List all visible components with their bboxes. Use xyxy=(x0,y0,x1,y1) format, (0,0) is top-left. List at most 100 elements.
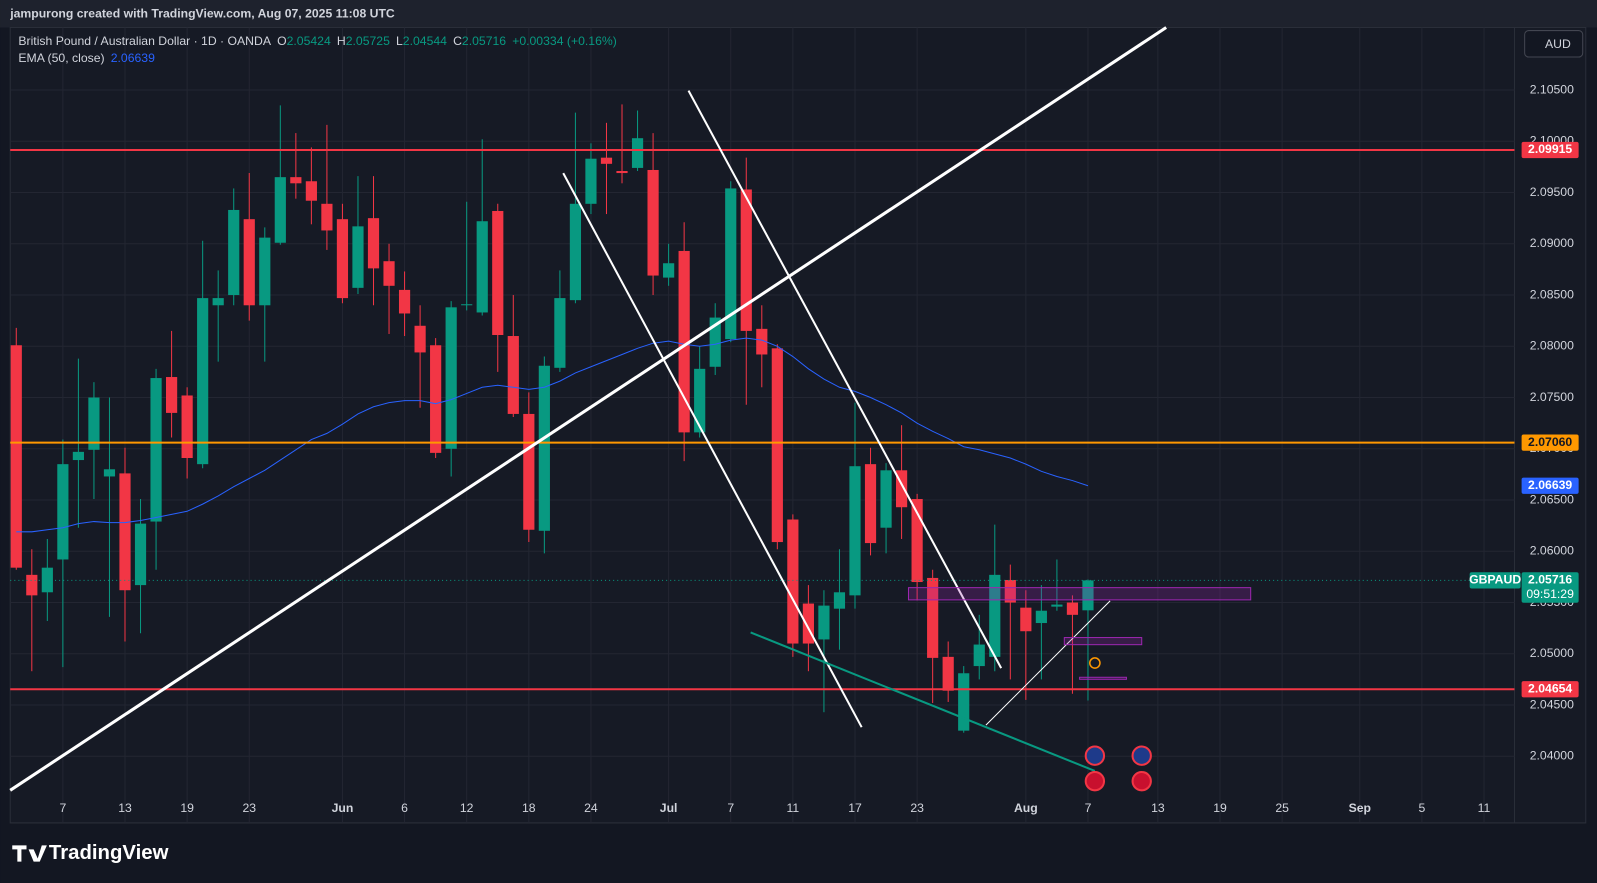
candle-body xyxy=(818,605,830,640)
candle-body xyxy=(678,250,690,433)
y-tick-label: 2.06000 xyxy=(1530,544,1574,558)
ohlc-value: 2.05725 xyxy=(346,34,390,48)
candle-body xyxy=(663,263,675,278)
x-tick-label: 19 xyxy=(1213,801,1227,815)
candle-body xyxy=(243,219,255,306)
chart-pane xyxy=(9,26,1587,824)
y-tick-label: 2.09500 xyxy=(1530,185,1574,199)
candle-body xyxy=(274,177,286,243)
last-price-tag xyxy=(1521,572,1579,603)
candle-body xyxy=(414,325,426,353)
ohlc-value: 2.05716 xyxy=(462,34,506,48)
zone xyxy=(1079,676,1127,680)
y-tick-label: 2.06500 xyxy=(1530,492,1574,506)
x-tick-label: 12 xyxy=(460,801,474,815)
candle-body xyxy=(849,466,861,596)
candle-body xyxy=(445,307,457,449)
candle-body xyxy=(973,644,985,667)
last-price-label: 2.05716 xyxy=(1528,573,1572,587)
candle-body xyxy=(461,304,473,306)
candle-body xyxy=(911,499,923,583)
watermark: TradingView xyxy=(49,842,169,864)
candle-body xyxy=(1082,580,1094,611)
x-tick-label: Jun xyxy=(332,801,354,815)
candle-body xyxy=(523,413,535,530)
drawings xyxy=(9,26,1252,792)
candle-body xyxy=(538,365,550,531)
candle-body xyxy=(57,464,69,560)
trend-line xyxy=(9,26,1168,792)
candle-body xyxy=(305,181,317,201)
symbol-tag xyxy=(1469,572,1521,589)
candle-body xyxy=(616,171,628,174)
candle-body xyxy=(771,348,783,543)
y-tick-label: 2.08500 xyxy=(1530,287,1574,301)
symbol-tag-label: GBPAUD xyxy=(1469,573,1521,587)
candle-body xyxy=(787,519,799,644)
candle-body xyxy=(228,209,240,296)
candle-body xyxy=(212,298,224,306)
event-marker[interactable] xyxy=(1089,657,1101,669)
candle-body xyxy=(26,574,38,596)
candle-body xyxy=(10,345,22,568)
trend-line xyxy=(687,90,1003,669)
candle-body xyxy=(336,219,349,299)
candle-body xyxy=(585,158,597,204)
zone xyxy=(1063,637,1143,646)
zone xyxy=(907,587,1252,601)
event-flag[interactable] xyxy=(1084,745,1106,766)
candle-body xyxy=(554,298,566,368)
x-tick-label: 7 xyxy=(59,801,66,815)
x-tick-label: 19 xyxy=(180,801,194,815)
x-tick-label: 6 xyxy=(401,801,408,815)
candle-body xyxy=(290,177,302,184)
y-tick-label: 2.10500 xyxy=(1530,82,1574,96)
price-tag xyxy=(1521,681,1579,698)
x-tick-label: 11 xyxy=(787,801,800,815)
top-bar xyxy=(0,0,1597,28)
candle-body xyxy=(367,218,380,269)
trend-line xyxy=(750,631,1096,772)
event-flag[interactable] xyxy=(1131,745,1152,766)
ohlc-key: H xyxy=(337,34,346,48)
currency-button[interactable] xyxy=(1524,30,1584,58)
legend-line: British Pound / Australian Dollar · 1D ·… xyxy=(18,34,616,48)
candle-body xyxy=(1066,602,1079,615)
x-tick-label: Sep xyxy=(1349,801,1371,815)
price-tag-label: 2.04654 xyxy=(1528,681,1572,695)
event-flag[interactable] xyxy=(1084,770,1106,792)
candle-body xyxy=(398,289,411,314)
candle-body xyxy=(166,377,178,413)
ohlc-value: 2.04544 xyxy=(403,34,447,48)
candle-body xyxy=(88,397,100,450)
currency[interactable]: AUD xyxy=(1545,37,1571,51)
candle-body xyxy=(927,577,939,658)
candle-body xyxy=(631,138,644,168)
candle-body xyxy=(802,603,814,644)
candle-body xyxy=(119,473,131,591)
candle-body xyxy=(103,469,116,477)
event-flag[interactable] xyxy=(1131,770,1152,792)
candle-body xyxy=(709,317,721,367)
x-tick-label: Jul xyxy=(660,801,678,815)
candle-body xyxy=(694,368,706,433)
x-tick-label: 7 xyxy=(727,801,734,815)
candle-body xyxy=(150,378,162,522)
candle-body xyxy=(569,203,582,301)
x-tick-label: 5 xyxy=(1419,801,1426,815)
candle-body xyxy=(134,523,147,586)
candle-body xyxy=(197,298,209,465)
indicator-legend: EMA (50, close) 2.06639 xyxy=(18,51,155,65)
y-tick-label: 2.08000 xyxy=(1530,339,1574,353)
symbol: British Pound / Australian Dollar · 1D ·… xyxy=(18,34,271,48)
price-tag-label: 2.09915 xyxy=(1528,142,1572,156)
candle-body xyxy=(1051,604,1063,607)
candle-body xyxy=(430,345,442,453)
price-tag-label: 2.07060 xyxy=(1528,435,1572,449)
ohlc-key: C xyxy=(453,34,462,48)
y-tick-label: 2.04500 xyxy=(1530,697,1574,711)
x-tick-label: 7 xyxy=(1085,801,1092,815)
trend-line xyxy=(985,600,1111,726)
candle-body xyxy=(989,574,1001,657)
